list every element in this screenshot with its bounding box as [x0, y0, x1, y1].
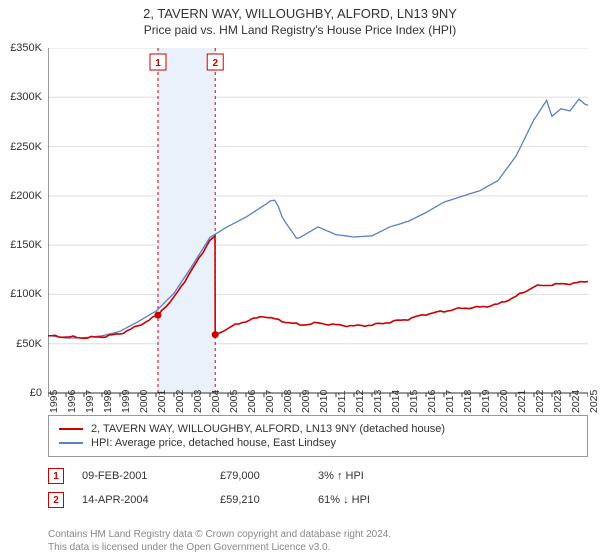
chart-area: 12 £0£50K£100K£150K£200K£250K£300K£350K1…: [48, 48, 588, 393]
legend-swatch-red: [59, 428, 83, 430]
ytick-label: £300K: [0, 91, 42, 103]
transaction-marker: 2: [48, 492, 64, 508]
transaction-row: 1 09-FEB-2001 £79,000 3% ↑ HPI: [48, 464, 588, 488]
legend-swatch-blue: [59, 442, 83, 444]
chart-titles: 2, TAVERN WAY, WILLOUGHBY, ALFORD, LN13 …: [0, 0, 600, 37]
ytick-label: £150K: [0, 239, 42, 251]
ytick-label: £200K: [0, 190, 42, 202]
transaction-date: 14-APR-2004: [82, 494, 202, 506]
ytick-label: £0: [0, 387, 42, 399]
transaction-pct: 3% ↑ HPI: [318, 470, 398, 482]
ytick-label: £250K: [0, 141, 42, 153]
ytick-label: £100K: [0, 288, 42, 300]
svg-text:2: 2: [212, 58, 218, 69]
transaction-row: 2 14-APR-2004 £59,210 61% ↓ HPI: [48, 488, 588, 512]
footer-attribution: Contains HM Land Registry data © Crown c…: [48, 529, 588, 554]
title-address: 2, TAVERN WAY, WILLOUGHBY, ALFORD, LN13 …: [0, 6, 600, 21]
footer-line1: Contains HM Land Registry data © Crown c…: [48, 529, 588, 542]
ytick-label: £350K: [0, 42, 42, 54]
legend-label-red: 2, TAVERN WAY, WILLOUGHBY, ALFORD, LN13 …: [91, 423, 445, 435]
transaction-price: £59,210: [220, 494, 300, 506]
legend: 2, TAVERN WAY, WILLOUGHBY, ALFORD, LN13 …: [48, 415, 588, 457]
transaction-price: £79,000: [220, 470, 300, 482]
legend-row-red: 2, TAVERN WAY, WILLOUGHBY, ALFORD, LN13 …: [59, 422, 577, 436]
transaction-pct: 61% ↓ HPI: [318, 494, 398, 506]
legend-label-blue: HPI: Average price, detached house, East…: [91, 437, 336, 449]
transactions-table: 1 09-FEB-2001 £79,000 3% ↑ HPI 2 14-APR-…: [48, 464, 588, 512]
footer-line2: This data is licensed under the Open Gov…: [48, 542, 588, 555]
title-subtitle: Price paid vs. HM Land Registry's House …: [0, 23, 600, 37]
ytick-label: £50K: [0, 338, 42, 350]
transaction-marker: 1: [48, 468, 64, 484]
transaction-date: 09-FEB-2001: [82, 470, 202, 482]
legend-row-blue: HPI: Average price, detached house, East…: [59, 436, 577, 450]
svg-text:1: 1: [155, 58, 161, 69]
chart-svg: 12: [48, 48, 588, 399]
